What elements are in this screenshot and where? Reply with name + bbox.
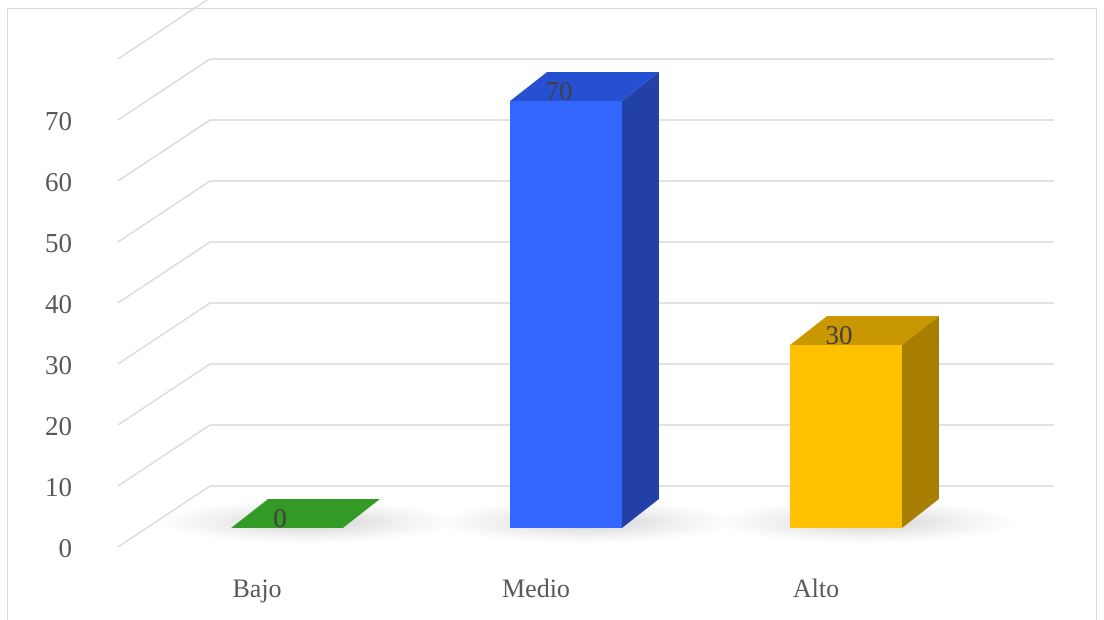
y-tick-label: 30 <box>45 350 72 380</box>
gridline-diagonal <box>117 241 211 304</box>
data-labels: 0 70 30 <box>273 76 852 533</box>
x-tick-label: Alto <box>793 574 839 603</box>
bar-top <box>231 499 380 528</box>
data-label: 30 <box>826 320 853 350</box>
bar-side <box>622 72 659 528</box>
bar-bajo <box>231 499 380 528</box>
gridline-diagonal <box>117 424 211 487</box>
y-tick-label: 50 <box>45 228 72 258</box>
x-axis: Bajo Medio Alto <box>232 574 839 603</box>
x-tick-label: Medio <box>502 574 570 603</box>
y-tick-label: 0 <box>59 533 73 563</box>
bars <box>157 72 1016 544</box>
chart-frame <box>7 8 1097 620</box>
gridline-diagonal <box>117 0 209 60</box>
bar-medio <box>510 72 659 528</box>
gridline-diagonal <box>117 119 211 182</box>
y-tick-label: 20 <box>45 411 72 441</box>
y-axis: 0 10 20 30 40 50 60 70 <box>45 106 72 563</box>
bar-alto <box>790 316 939 528</box>
y-tick-label: 40 <box>45 289 72 319</box>
bar-top <box>510 72 659 101</box>
gridline-diagonal <box>117 302 211 365</box>
bar-top <box>790 316 939 345</box>
gridline-diagonal <box>117 58 211 121</box>
bar-front <box>510 101 622 528</box>
y-tick-label: 10 <box>45 472 72 502</box>
bar-front <box>790 345 902 528</box>
x-tick-label: Bajo <box>232 574 281 603</box>
bar-side <box>902 316 939 528</box>
data-label: 70 <box>546 76 573 106</box>
gridline-diagonal <box>117 180 211 243</box>
data-label: 0 <box>273 503 287 533</box>
y-tick-label: 60 <box>45 167 72 197</box>
y-tick-label: 70 <box>45 106 72 136</box>
gridline-diagonal <box>117 363 211 426</box>
